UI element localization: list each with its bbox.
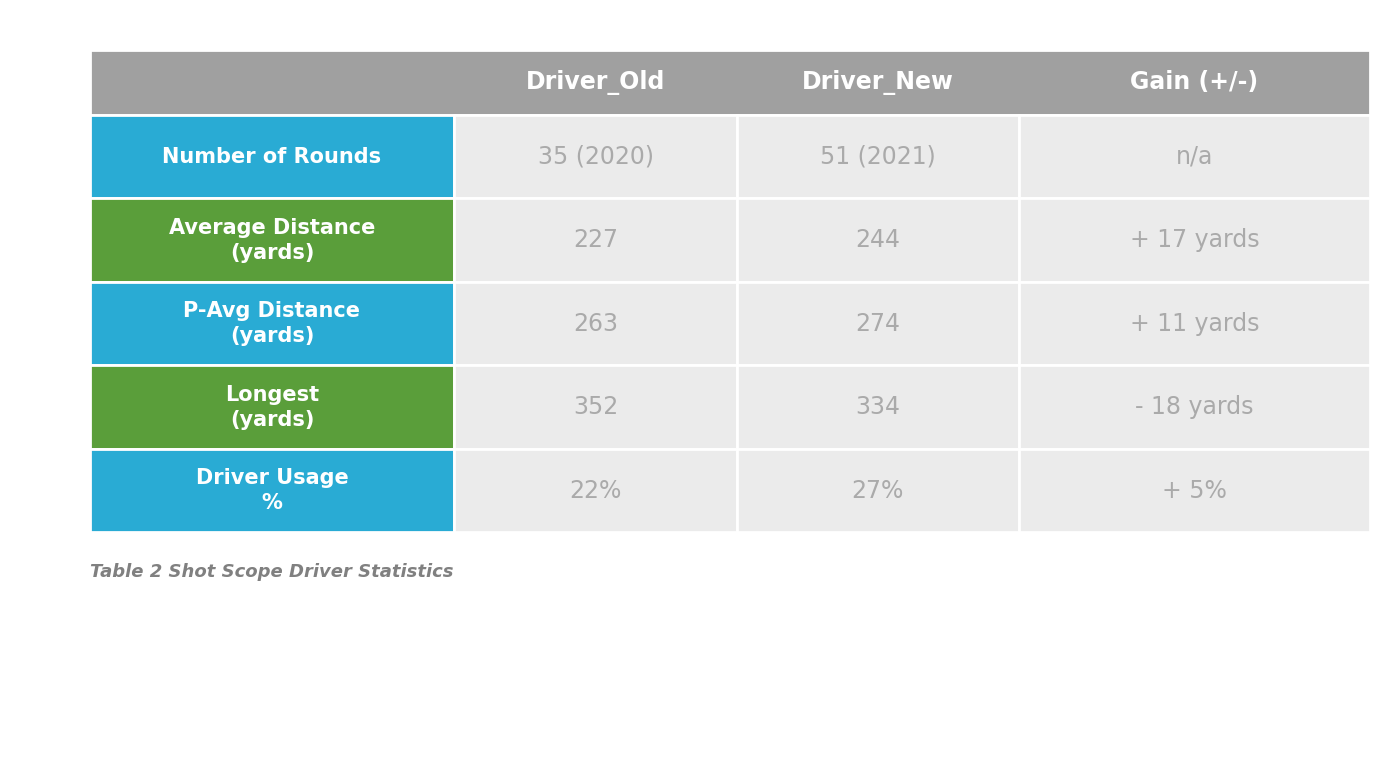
FancyBboxPatch shape	[737, 365, 1019, 449]
FancyBboxPatch shape	[1019, 198, 1370, 282]
Text: + 17 yards: + 17 yards	[1129, 228, 1260, 252]
FancyBboxPatch shape	[454, 282, 737, 365]
Text: n/a: n/a	[1176, 145, 1213, 169]
FancyBboxPatch shape	[1019, 365, 1370, 449]
FancyBboxPatch shape	[737, 115, 1019, 198]
Text: 27%: 27%	[851, 479, 905, 502]
Text: 274: 274	[855, 312, 901, 336]
Text: 244: 244	[855, 228, 901, 252]
FancyBboxPatch shape	[1019, 115, 1370, 198]
Text: + 11 yards: + 11 yards	[1129, 312, 1260, 336]
Text: P-Avg Distance
(yards): P-Avg Distance (yards)	[183, 301, 361, 346]
Text: Number of Rounds: Number of Rounds	[162, 146, 381, 167]
FancyBboxPatch shape	[90, 50, 1370, 115]
Text: Driver Usage
%: Driver Usage %	[196, 468, 348, 513]
Text: 334: 334	[855, 395, 901, 419]
Text: 352: 352	[573, 395, 618, 419]
FancyBboxPatch shape	[90, 365, 454, 449]
Text: Driver_New: Driver_New	[801, 70, 954, 95]
FancyBboxPatch shape	[90, 282, 454, 365]
Text: Longest
(yards): Longest (yards)	[224, 385, 319, 430]
FancyBboxPatch shape	[454, 198, 737, 282]
Text: + 5%: + 5%	[1162, 479, 1227, 502]
FancyBboxPatch shape	[737, 449, 1019, 532]
FancyBboxPatch shape	[737, 282, 1019, 365]
Text: 51 (2021): 51 (2021)	[819, 145, 936, 169]
Text: - 18 yards: - 18 yards	[1135, 395, 1254, 419]
FancyBboxPatch shape	[90, 115, 454, 198]
FancyBboxPatch shape	[454, 449, 737, 532]
Text: Gain (+/-): Gain (+/-)	[1131, 70, 1259, 94]
FancyBboxPatch shape	[454, 115, 737, 198]
FancyBboxPatch shape	[1019, 449, 1370, 532]
Text: Table 2 Shot Scope Driver Statistics: Table 2 Shot Scope Driver Statistics	[90, 563, 453, 581]
Text: 22%: 22%	[569, 479, 622, 502]
FancyBboxPatch shape	[90, 449, 454, 532]
FancyBboxPatch shape	[90, 198, 454, 282]
Text: 263: 263	[573, 312, 618, 336]
Text: 35 (2020): 35 (2020)	[537, 145, 654, 169]
FancyBboxPatch shape	[454, 365, 737, 449]
Text: Driver_Old: Driver_Old	[526, 70, 665, 95]
FancyBboxPatch shape	[737, 198, 1019, 282]
FancyBboxPatch shape	[1019, 282, 1370, 365]
Text: Average Distance
(yards): Average Distance (yards)	[169, 218, 375, 263]
Text: 227: 227	[573, 228, 618, 252]
